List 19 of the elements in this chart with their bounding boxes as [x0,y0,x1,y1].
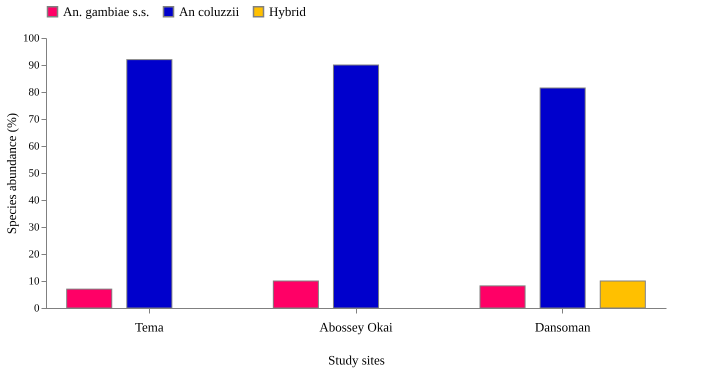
y-tick-label: 90 [28,60,40,72]
legend-label: An coluzzii [179,4,240,19]
x-tick-label: Tema [134,320,164,334]
y-tick-label: 80 [28,86,40,98]
y-tick-label: 50 [28,168,40,180]
y-axis-title: Species abundance (%) [4,112,19,234]
y-tick-label: 20 [28,248,40,260]
legend-label: Hybrid [269,4,306,19]
y-tick-label: 60 [28,140,40,152]
y-tick-label: 70 [28,114,40,126]
x-axis-title: Study sites [328,352,385,368]
y-tick-label: 30 [28,222,40,234]
x-tick-label: Abossey Okai [319,320,394,334]
y-tick-label: 40 [28,194,40,206]
x-tick-label: Dansoman [534,320,591,334]
y-tick-label: 0 [34,302,40,314]
y-tick-label: 10 [28,276,40,288]
y-tick-label: 100 [23,32,40,44]
legend-label: An. gambiae s.s. [63,4,150,19]
